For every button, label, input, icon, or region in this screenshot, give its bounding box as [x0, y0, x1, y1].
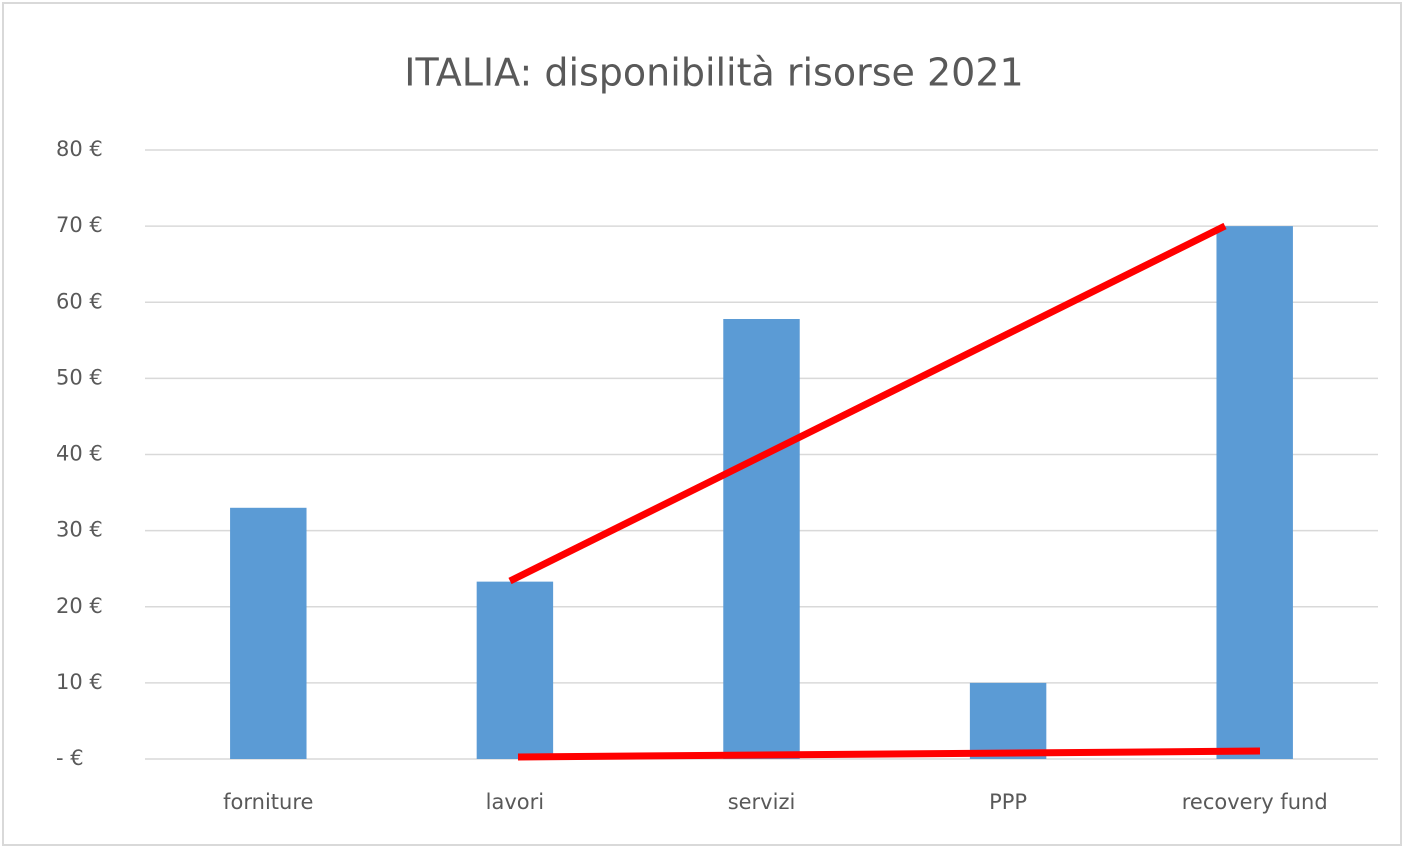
y-tick-label: 60 €	[56, 289, 103, 313]
bar	[723, 318, 800, 759]
y-tick-label: 70 €	[56, 213, 103, 237]
y-tick-label: - €	[56, 746, 84, 770]
y-tick-label: 40 €	[56, 442, 103, 466]
y-tick-label: 50 €	[56, 365, 103, 389]
y-tick-label: 30 €	[56, 518, 103, 542]
annotation-line	[508, 222, 1227, 585]
bar	[1216, 226, 1293, 759]
y-tick-label: 80 €	[56, 137, 103, 161]
y-tick-label: 20 €	[56, 594, 103, 618]
x-tick-label: forniture	[223, 790, 313, 814]
chart-title: ITALIA: disponibilità risorse 2021	[404, 51, 1023, 95]
y-tick-label: 10 €	[56, 670, 103, 694]
x-tick-label: PPP	[989, 790, 1027, 814]
x-tick-label: servizi	[728, 790, 796, 814]
annotation-line	[517, 747, 1261, 761]
bar	[230, 507, 307, 759]
bar	[969, 682, 1047, 759]
plot-area: - € 10 € 20 € 30 € 40 € 50 € 60 € 70 € 80 € forni…	[56, 137, 1378, 814]
x-tick-label: recovery fund	[1182, 790, 1328, 814]
x-tick-label: lavori	[486, 790, 544, 814]
bar	[476, 581, 554, 759]
